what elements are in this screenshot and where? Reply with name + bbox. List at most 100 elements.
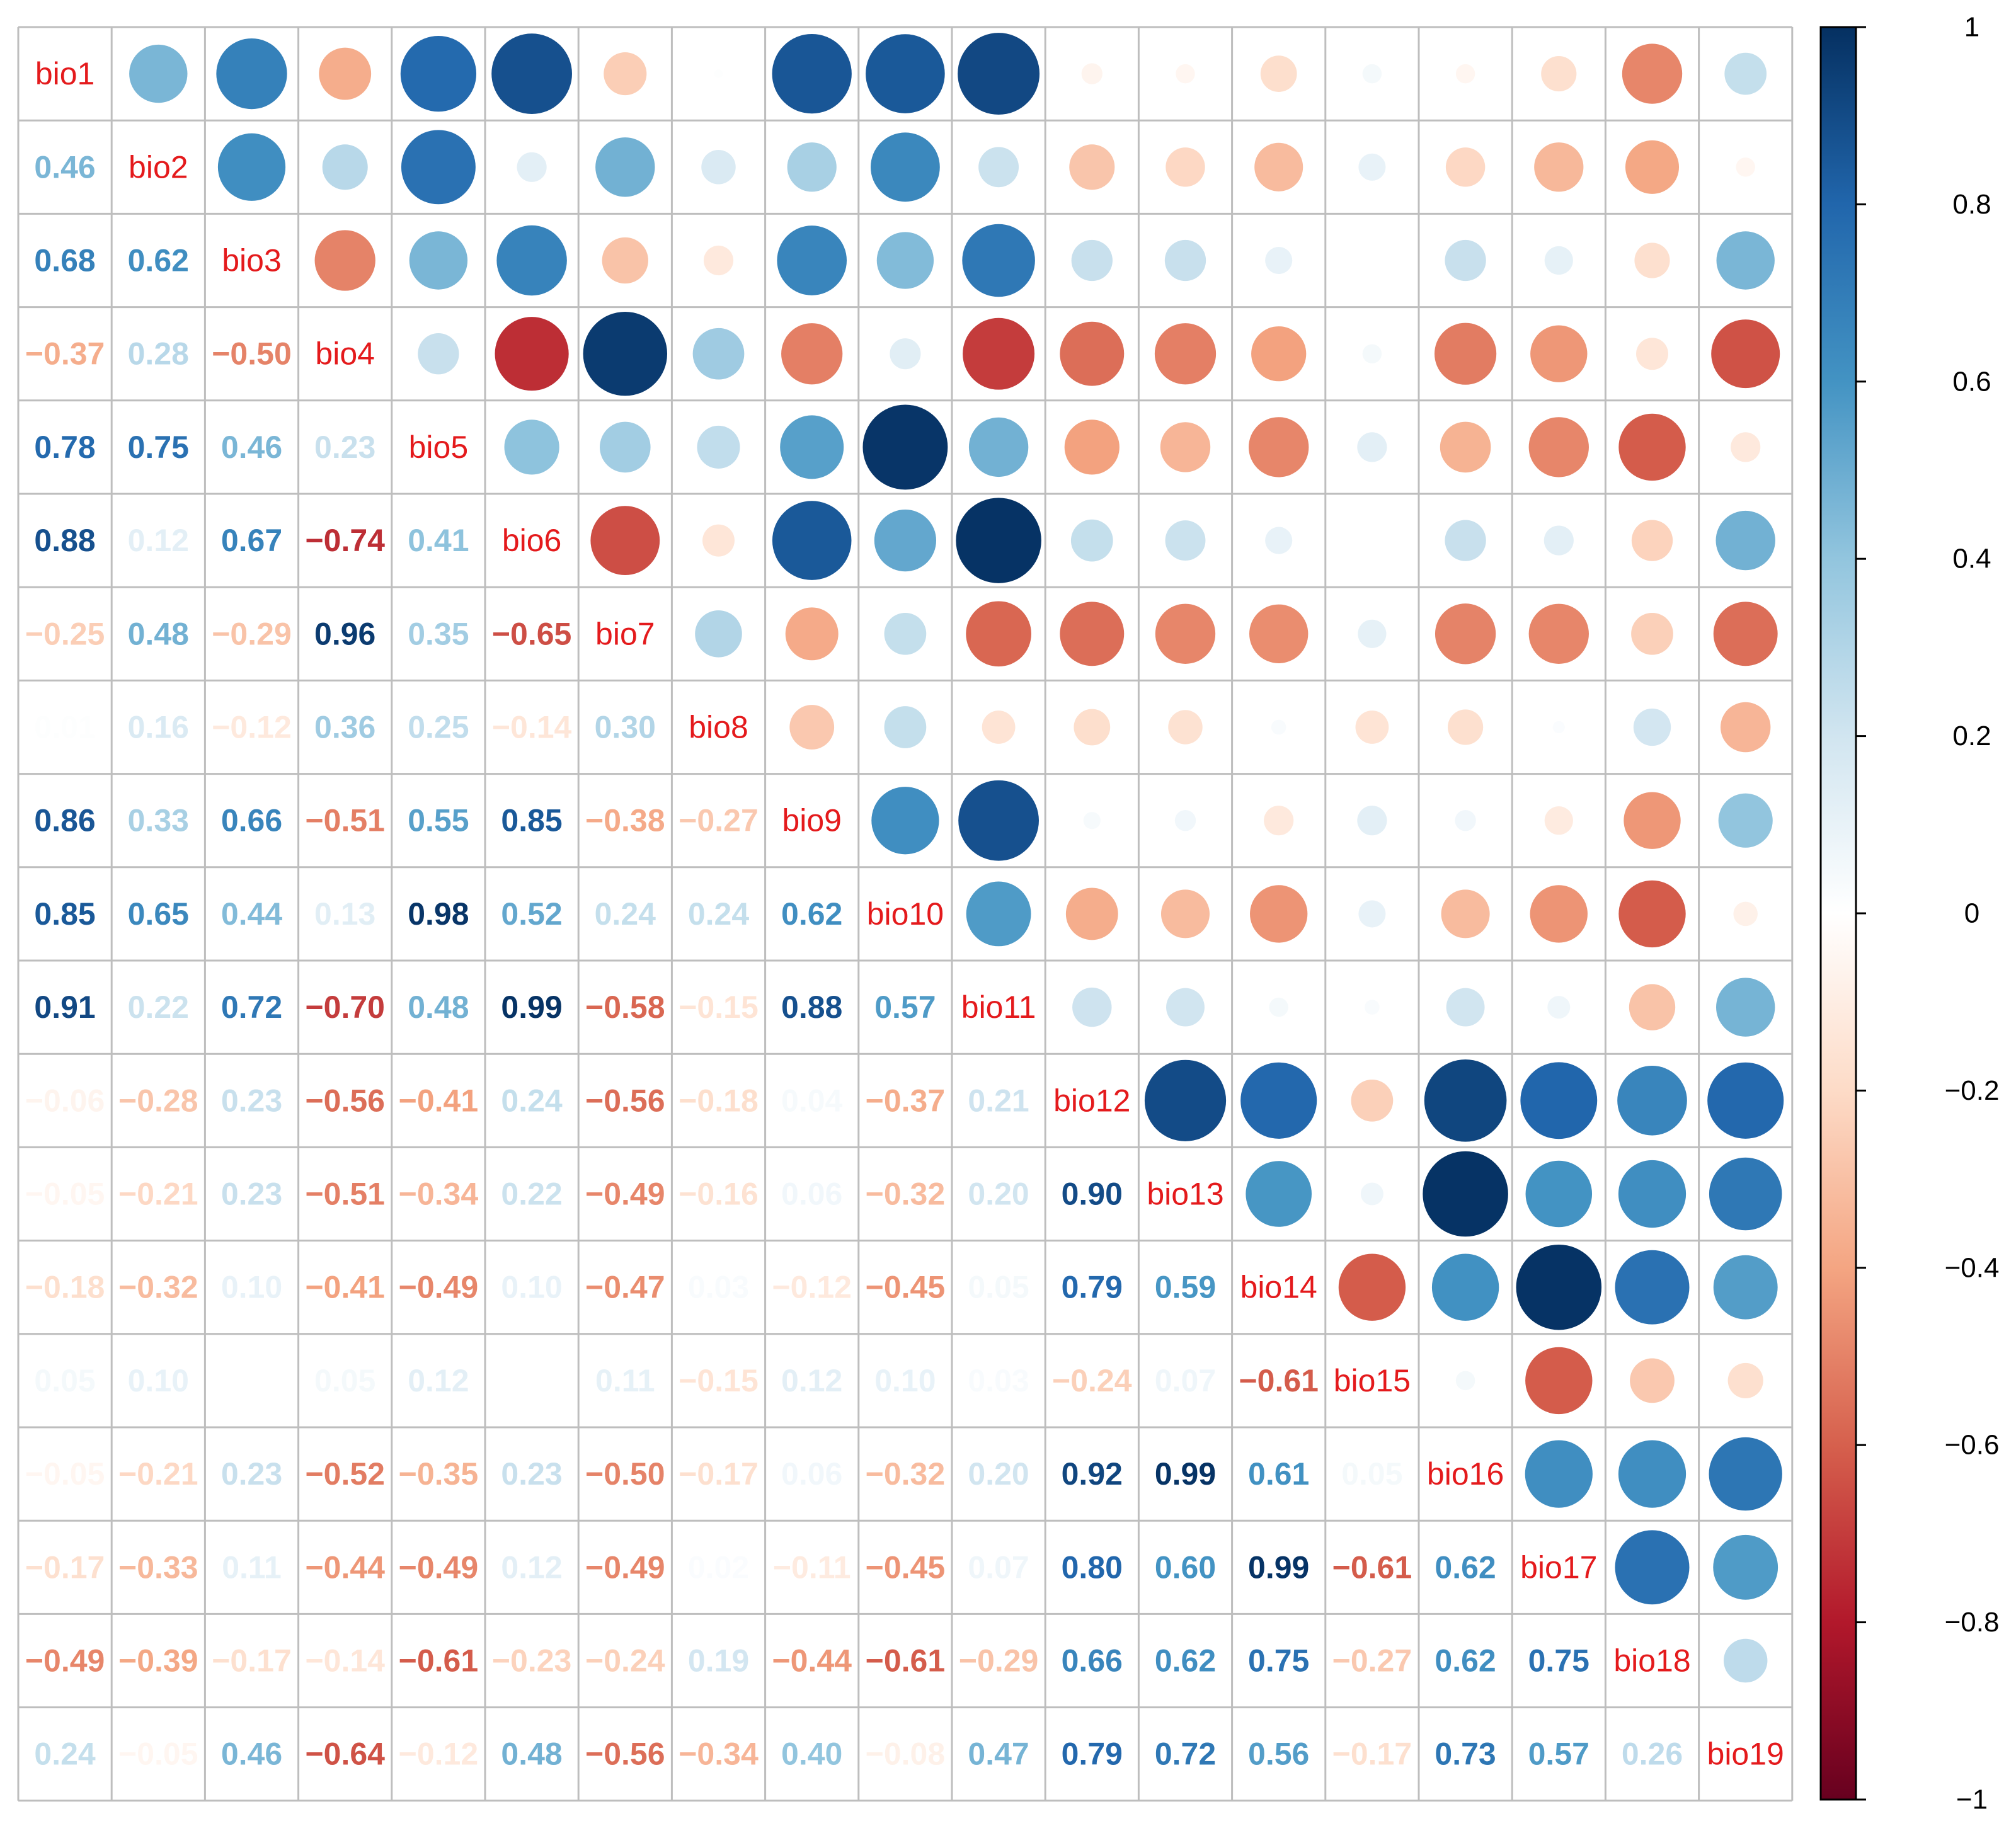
- coefficient-label: −0.23: [492, 1643, 572, 1679]
- correlation-circle: [1709, 1157, 1782, 1231]
- diagonal-label-bio7: bio7: [595, 616, 655, 651]
- correlation-circle: [1541, 56, 1577, 92]
- coefficient-label: 0.99: [1155, 1456, 1216, 1492]
- coefficient-label: 0.96: [314, 616, 375, 651]
- correlation-circle: [884, 706, 927, 748]
- coefficient-label: 0.10: [128, 1363, 189, 1398]
- correlation-circle: [787, 142, 837, 192]
- correlation-circle: [1618, 880, 1686, 948]
- correlation-circle: [1362, 344, 1382, 363]
- coefficient-label: 0.72: [1155, 1737, 1216, 1772]
- coefficient-label: −0.51: [305, 1177, 385, 1212]
- correlation-circle: [1074, 709, 1111, 746]
- diagonal-label-bio19: bio19: [1707, 1737, 1784, 1772]
- coefficient-label: −0.35: [399, 1456, 479, 1492]
- coefficient-label: 0.44: [221, 896, 283, 932]
- coefficient-label: 0.62: [1155, 1643, 1216, 1679]
- colorbar-tick-label: 0.8: [1952, 189, 1991, 220]
- coefficient-label: −0.51: [305, 803, 385, 838]
- coefficient-label: −0.45: [866, 1270, 946, 1305]
- coefficient-label: −0.56: [585, 1737, 665, 1772]
- correlation-circle: [874, 509, 937, 572]
- colorbar-tick-label: 1: [1964, 12, 1979, 43]
- coefficient-label: 0.57: [1528, 1737, 1589, 1772]
- coefficient-label: 0.10: [221, 1270, 282, 1305]
- correlation-circle: [1424, 1059, 1507, 1142]
- correlation-circle: [958, 33, 1040, 115]
- coefficient-label: 0.23: [221, 1456, 282, 1492]
- correlation-circle: [1440, 421, 1491, 473]
- coefficient-label: 0.22: [128, 990, 189, 1025]
- correlation-circle: [1174, 810, 1196, 831]
- coefficient-label: 0.06: [781, 1456, 842, 1492]
- correlation-circle: [1155, 603, 1216, 664]
- correlation-circle: [129, 44, 188, 103]
- correlation-circle: [785, 607, 839, 661]
- coefficient-label: 0.20: [968, 1456, 1029, 1492]
- correlation-circle: [1160, 889, 1210, 939]
- coefficient-label: 0.41: [408, 523, 469, 558]
- coefficient-label: 0.22: [501, 1177, 562, 1212]
- colorbar-tick-label: −0.8: [1945, 1607, 2000, 1638]
- correlation-circle: [1064, 419, 1120, 475]
- colorbar-tick-label: 0.2: [1952, 721, 1991, 751]
- coefficient-label: −0.56: [305, 1083, 385, 1118]
- coefficient-label: 0.00: [501, 1363, 562, 1398]
- correlation-circle: [1713, 1255, 1778, 1320]
- coefficient-label: 0.12: [781, 1363, 842, 1398]
- coefficient-label: 0.02: [688, 1549, 749, 1585]
- correlation-circle: [1264, 806, 1294, 836]
- correlation-circle: [1249, 604, 1309, 663]
- correlation-circle: [1269, 997, 1288, 1017]
- correlation-circle: [1707, 1062, 1784, 1139]
- correlation-circle: [1520, 1062, 1598, 1139]
- diagonal-label-bio10: bio10: [867, 896, 944, 932]
- coefficient-label: 0.05: [1341, 1456, 1402, 1492]
- coefficient-label: 0.80: [1062, 1549, 1123, 1585]
- coefficient-label: −0.61: [866, 1643, 946, 1679]
- correlation-circle: [319, 47, 372, 100]
- coefficient-label: −0.41: [305, 1270, 385, 1305]
- coefficient-label: 0.00: [221, 1363, 282, 1398]
- correlation-circle: [504, 419, 559, 475]
- correlation-circle: [1435, 603, 1496, 665]
- coefficient-label: 0.23: [501, 1456, 562, 1492]
- coefficient-label: 0.75: [1248, 1643, 1309, 1679]
- coefficient-label: 0.66: [1062, 1643, 1123, 1679]
- correlation-circle: [322, 144, 368, 190]
- correlation-circle: [1434, 322, 1497, 385]
- coefficient-label: −0.05: [25, 1177, 105, 1212]
- coefficient-label: 0.59: [1155, 1270, 1216, 1305]
- correlation-circle: [890, 338, 921, 370]
- coefficient-label: 0.92: [1062, 1456, 1123, 1492]
- coefficient-label: 0.52: [501, 896, 562, 932]
- coefficient-label: 0.91: [34, 990, 95, 1025]
- correlation-circle: [1358, 900, 1386, 928]
- correlation-circle: [962, 224, 1035, 297]
- correlation-circle: [1544, 525, 1574, 556]
- correlation-circle: [595, 137, 655, 197]
- correlation-circle: [1446, 988, 1485, 1027]
- correlation-circle: [590, 506, 660, 575]
- coefficient-label: −0.49: [25, 1643, 105, 1679]
- correlation-circle: [1713, 602, 1778, 666]
- matrix-grid: [17, 26, 1794, 1802]
- coefficient-label: −0.64: [305, 1737, 385, 1772]
- coefficient-label: −0.74: [305, 523, 385, 558]
- correlation-circle: [1736, 157, 1755, 177]
- diagonal-label-bio13: bio13: [1147, 1177, 1223, 1212]
- coefficient-label: 0.35: [408, 616, 469, 651]
- coefficient-label: −0.24: [1052, 1363, 1132, 1398]
- coefficient-label: −0.18: [25, 1270, 105, 1305]
- correlation-circle: [1528, 417, 1589, 477]
- correlation-circle: [517, 152, 547, 182]
- correlation-circle: [1718, 793, 1773, 848]
- correlation-circle: [866, 34, 945, 113]
- correlation-circle: [1727, 1362, 1763, 1398]
- coefficient-label: 0.88: [781, 990, 842, 1025]
- coefficient-label: −0.14: [492, 710, 572, 745]
- correlation-circle: [1154, 323, 1217, 385]
- coefficient-label: −0.49: [399, 1270, 479, 1305]
- correlation-circle: [692, 328, 745, 380]
- correlation-circle: [1355, 710, 1389, 744]
